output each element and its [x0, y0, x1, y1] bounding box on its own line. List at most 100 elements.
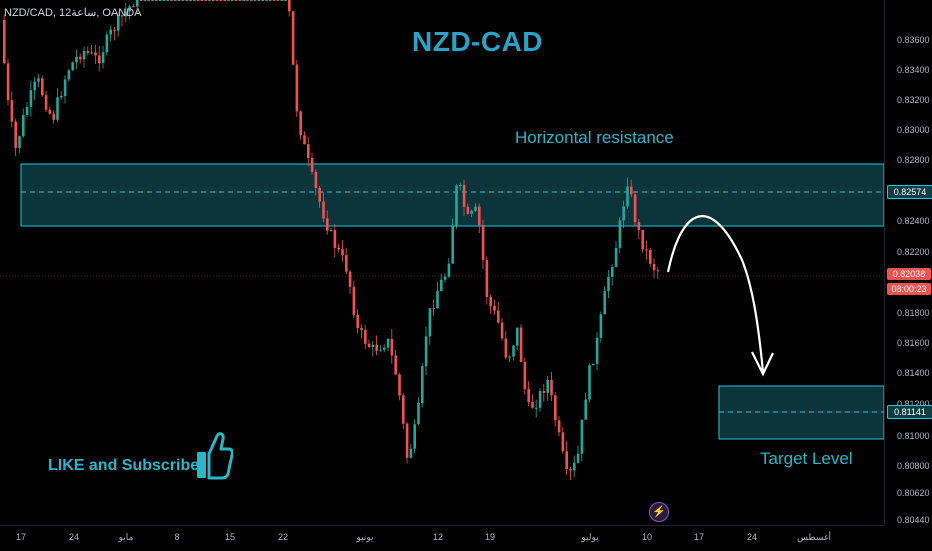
- candle-body: [595, 337, 599, 364]
- candle-body: [98, 55, 101, 63]
- candle-body: [360, 327, 363, 331]
- candle-body: [443, 276, 447, 280]
- candle-body: [436, 290, 439, 309]
- candle-body: [504, 338, 508, 358]
- candle-body: [341, 249, 344, 256]
- candle-body: [383, 347, 386, 350]
- price-tick: 0.81000: [897, 431, 930, 441]
- candle-body: [117, 15, 120, 31]
- candle-body: [288, 0, 291, 12]
- price-tick: 0.83000: [897, 125, 930, 135]
- candle-body: [424, 336, 428, 367]
- candle-body: [455, 185, 458, 226]
- time-tick: 22: [277, 532, 289, 542]
- candle-body: [162, 0, 166, 1]
- candle-body: [500, 322, 504, 339]
- candle-body: [272, 0, 276, 1]
- candle-body: [253, 0, 257, 1]
- candle-body: [576, 453, 580, 463]
- candle-body: [151, 0, 154, 1]
- candle-body: [603, 291, 606, 315]
- candle-body: [641, 229, 644, 250]
- candle-body: [261, 0, 264, 1]
- candle-body: [181, 0, 185, 1]
- candle-body: [371, 344, 375, 348]
- candle-body: [573, 462, 576, 471]
- candle-body: [538, 391, 542, 408]
- candle-body: [120, 15, 124, 17]
- resistance-price-tag: 0.82574: [887, 185, 932, 199]
- price-axis[interactable]: 0.83600 0.83400 0.83200 0.83000 0.82800 …: [884, 0, 932, 525]
- candle-body: [242, 0, 245, 1]
- candle-body: [637, 222, 641, 230]
- candle-body: [345, 255, 348, 272]
- candle-body: [622, 206, 625, 221]
- price-tick: 0.81400: [897, 368, 930, 378]
- candle-body: [177, 0, 181, 1]
- time-tick: مايو: [118, 532, 134, 542]
- candle-body: [299, 111, 302, 136]
- candle-body: [155, 0, 158, 1]
- time-axis[interactable]: 17 24 مايو 8 15 22 يونيو 12 19 يوليو 10 …: [0, 525, 884, 551]
- candle-body: [196, 0, 200, 1]
- candle-body: [231, 0, 234, 1]
- candle-body: [71, 62, 74, 71]
- candle-body: [280, 0, 283, 1]
- candle-body: [508, 356, 511, 358]
- candle-body: [18, 136, 21, 148]
- candle-body: [367, 343, 371, 348]
- candle-body: [394, 355, 397, 375]
- candle-body: [519, 327, 523, 362]
- lightning-icon[interactable]: ⚡: [649, 502, 669, 522]
- candle-body: [56, 97, 59, 120]
- price-tick: 0.82800: [897, 155, 930, 165]
- candle-body: [523, 361, 527, 390]
- chart-plot-area[interactable]: [0, 0, 884, 525]
- thumbs-up-icon: [197, 432, 233, 480]
- candle-body: [333, 230, 337, 248]
- candle-body: [337, 247, 340, 250]
- time-tick: 24: [746, 532, 758, 542]
- candle-body: [14, 121, 17, 148]
- candle-body: [405, 423, 409, 458]
- candle-body: [139, 0, 143, 1]
- candle-body: [307, 144, 310, 158]
- countdown-tag: 08:00:23: [887, 283, 931, 295]
- candle-body: [489, 297, 492, 306]
- candle-body: [561, 432, 565, 452]
- candle-body: [10, 100, 14, 122]
- candle-body: [158, 0, 162, 1]
- price-tick: 0.81800: [897, 308, 930, 318]
- candle-body: [295, 64, 299, 112]
- candle-body: [174, 0, 177, 1]
- candle-body: [329, 230, 333, 232]
- time-tick: 17: [15, 532, 27, 542]
- candle-body: [474, 206, 477, 211]
- candle-body: [204, 0, 207, 1]
- price-tick: 0.83200: [897, 95, 930, 105]
- candle-body: [356, 314, 359, 328]
- candle-body: [101, 52, 105, 63]
- candle-body: [512, 345, 515, 357]
- symbol-label[interactable]: NZD/CAD, 12ساعة, OANDA: [4, 7, 142, 19]
- time-tick: 19: [484, 532, 496, 542]
- candle-body: [291, 11, 295, 65]
- candle-body: [611, 267, 614, 277]
- candlestick-series: [3, 0, 660, 480]
- candle-body: [542, 391, 546, 393]
- price-tick: 0.83600: [897, 35, 930, 45]
- time-tick: 15: [224, 532, 236, 542]
- candle-body: [200, 0, 204, 1]
- candle-body: [310, 157, 314, 172]
- candle-body: [223, 0, 226, 1]
- candle-body: [516, 327, 519, 346]
- candle-body: [652, 263, 656, 271]
- price-tick: 0.81200: [897, 399, 930, 409]
- candle-body: [227, 0, 230, 1]
- candle-body: [626, 186, 629, 207]
- candle-body: [189, 0, 192, 1]
- candle-body: [257, 0, 261, 1]
- candle-body: [132, 6, 135, 8]
- candle-body: [29, 90, 33, 107]
